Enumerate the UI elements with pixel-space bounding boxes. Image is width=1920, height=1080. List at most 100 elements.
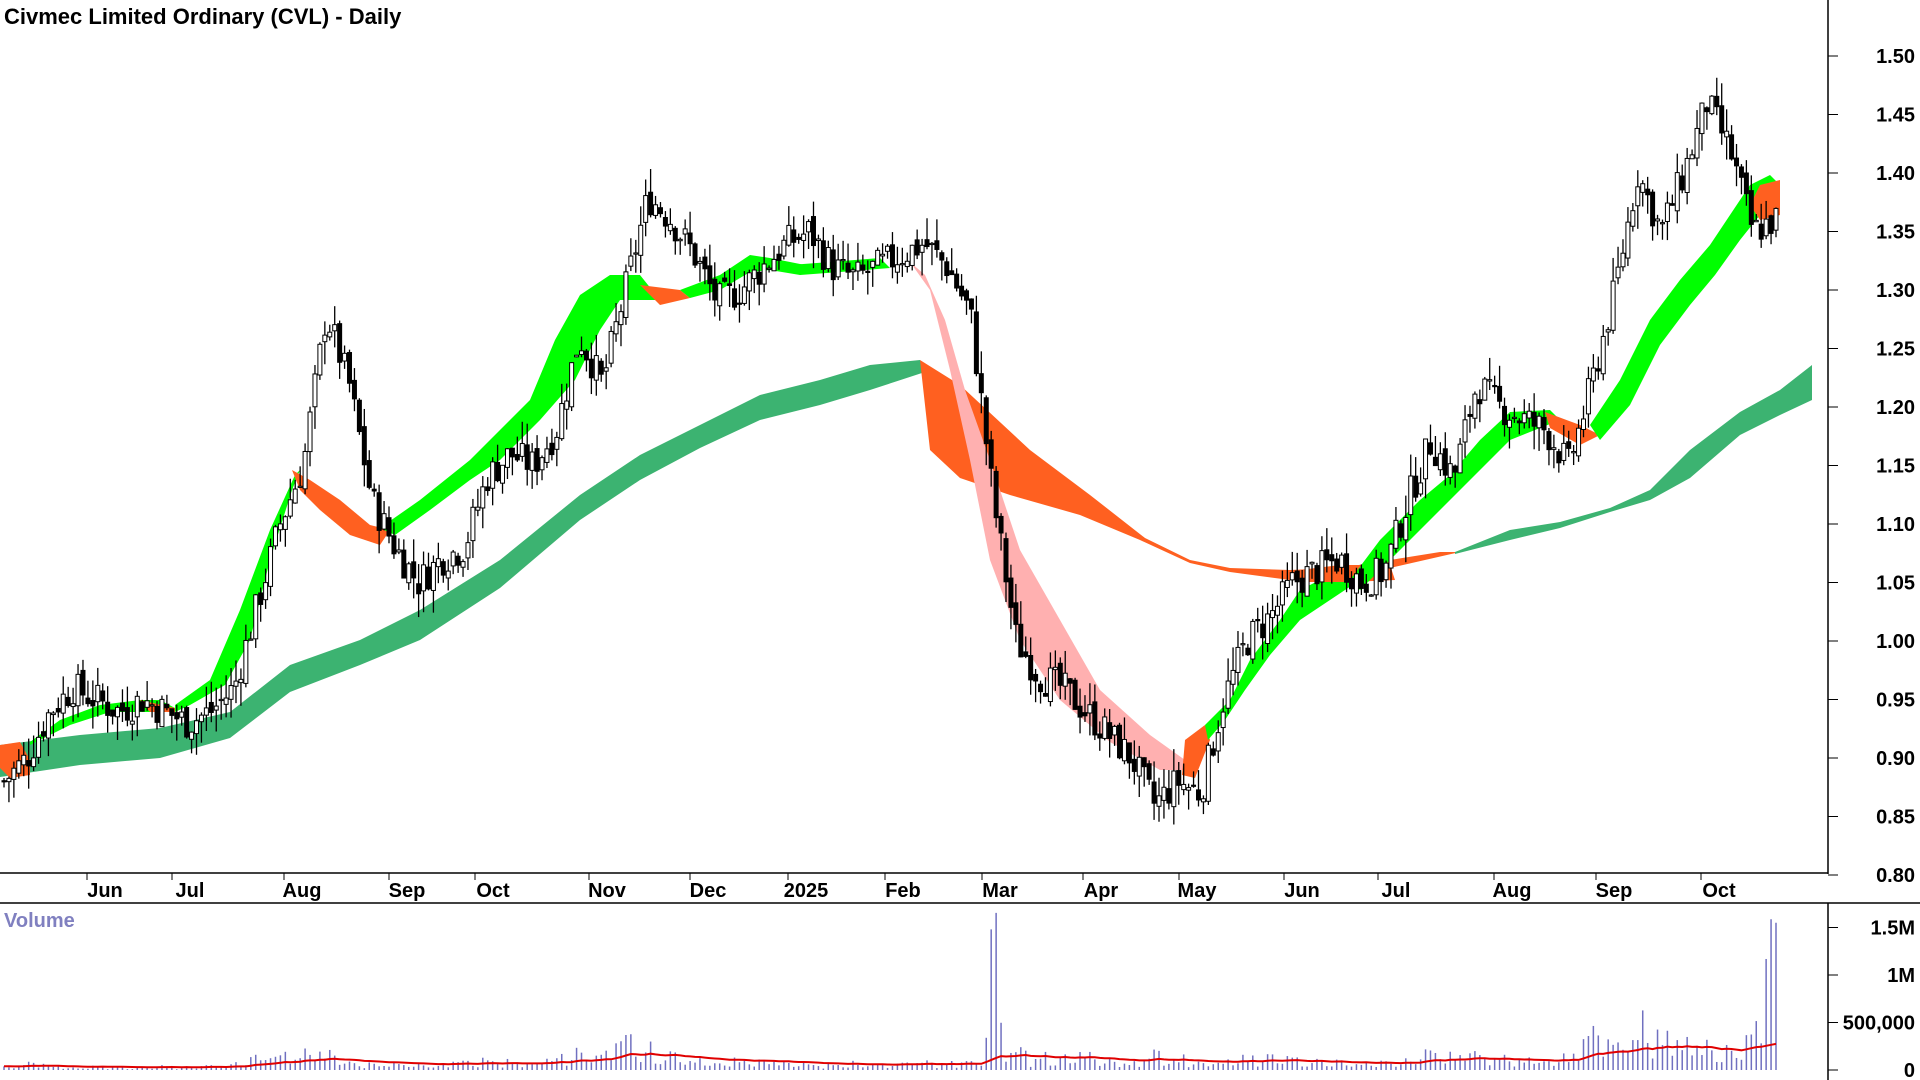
candle — [949, 248, 955, 276]
candle — [1186, 783, 1192, 810]
candle — [342, 345, 348, 369]
short-ribbon-down-3 — [292, 470, 390, 545]
x-tick-label: Oct — [1702, 880, 1736, 902]
candle — [801, 215, 807, 259]
candle — [475, 488, 481, 517]
y-tick-label: 1.25 — [1876, 339, 1915, 361]
candle — [1704, 106, 1710, 130]
x-tick-label: Jun — [1284, 880, 1320, 902]
candle — [1003, 532, 1009, 603]
candle — [1413, 457, 1419, 502]
volume-tick-label: 500,000 — [1843, 1013, 1915, 1035]
candle — [110, 709, 116, 725]
candle — [964, 288, 970, 315]
candle — [746, 269, 752, 311]
candle — [850, 267, 856, 290]
candle — [1171, 749, 1177, 825]
date-axis: Jun Jul Aug Sep Oct Nov Dec 2025 Feb Mar Apr May Jun… — [86, 873, 1736, 902]
candle — [1136, 745, 1142, 798]
candle — [702, 248, 708, 285]
candle — [253, 593, 259, 648]
candle — [169, 708, 175, 734]
candle — [307, 406, 313, 467]
candle — [1640, 180, 1646, 207]
candle — [786, 206, 792, 247]
candle — [1571, 445, 1577, 466]
short-ribbon-down-1 — [0, 742, 30, 778]
candle — [692, 242, 698, 268]
candle — [100, 683, 106, 710]
candle — [603, 354, 609, 390]
candle — [1655, 214, 1661, 236]
candle — [1181, 763, 1187, 796]
candle — [1314, 562, 1320, 591]
candle — [588, 342, 594, 395]
candle — [810, 201, 816, 269]
x-tick-label: Oct — [476, 880, 510, 902]
candle — [1013, 583, 1019, 643]
candle — [1166, 770, 1172, 810]
candle — [371, 483, 377, 497]
long-ribbon-up-1 — [0, 360, 925, 777]
x-tick-label: Apr — [1084, 880, 1119, 902]
candle — [1378, 552, 1384, 597]
candle — [885, 243, 891, 259]
candle — [889, 232, 895, 279]
candle — [421, 551, 427, 613]
candle — [529, 443, 535, 489]
candle — [1131, 740, 1137, 785]
candle — [1260, 605, 1266, 660]
short-ribbon-up-6 — [1205, 572, 1360, 740]
candle — [50, 711, 56, 737]
candle — [460, 559, 466, 577]
candle — [1714, 77, 1720, 116]
candle — [332, 306, 338, 348]
candle — [445, 559, 451, 591]
candle — [115, 705, 121, 740]
x-tick-label: May — [1178, 880, 1218, 902]
candle — [322, 321, 328, 365]
candle — [455, 552, 461, 573]
candle — [1724, 109, 1730, 160]
candle — [939, 250, 945, 281]
candle — [144, 681, 150, 711]
candle — [870, 260, 876, 287]
candle — [189, 731, 195, 754]
candle — [1102, 708, 1108, 741]
candle — [1600, 325, 1606, 381]
candle — [855, 242, 861, 281]
candle — [727, 268, 733, 307]
candle — [835, 243, 841, 280]
candle — [1210, 741, 1216, 757]
candle — [179, 705, 185, 726]
candle — [944, 257, 950, 284]
candle — [1580, 405, 1586, 438]
candle — [1729, 125, 1735, 161]
candle — [174, 704, 180, 741]
candle — [159, 695, 165, 728]
volume-axis: 1.5M 1M 500,000 0 — [1828, 918, 1915, 1080]
candle — [500, 464, 506, 494]
candle — [1117, 722, 1123, 760]
candle — [983, 395, 989, 466]
candle — [1319, 536, 1325, 600]
candle — [1615, 246, 1621, 285]
candle — [1408, 454, 1414, 531]
y-tick-label: 1.20 — [1876, 397, 1915, 419]
candle — [1497, 365, 1503, 409]
candle — [1566, 430, 1572, 457]
candle — [1645, 176, 1651, 214]
short-ribbon-up-7 — [1350, 410, 1560, 590]
candle — [95, 667, 101, 717]
candle — [1748, 175, 1754, 237]
x-tick-label: Sep — [389, 880, 426, 902]
candle — [85, 680, 91, 707]
candle — [292, 479, 298, 504]
candle — [860, 254, 866, 275]
candle — [485, 477, 491, 496]
candle — [820, 227, 826, 278]
candle — [504, 448, 510, 480]
candle — [361, 408, 367, 487]
candle — [1482, 376, 1488, 401]
candle — [677, 237, 683, 255]
